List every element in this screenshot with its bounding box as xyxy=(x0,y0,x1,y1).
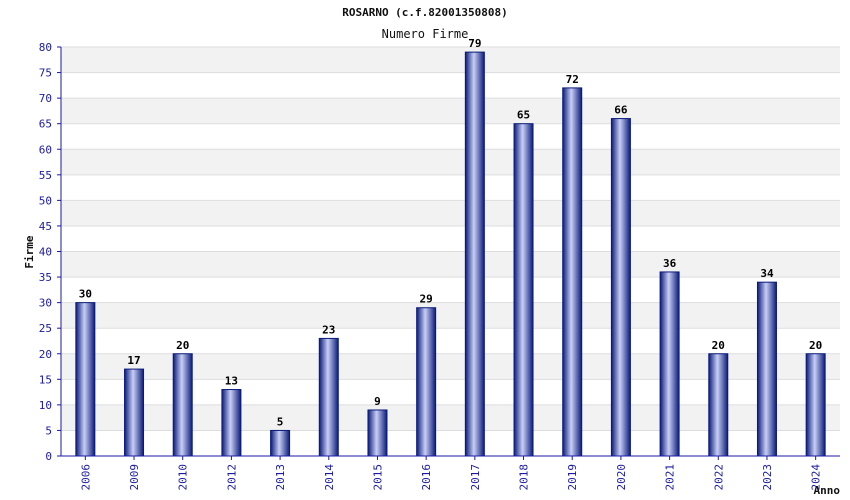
y-tick-label: 20 xyxy=(39,348,52,361)
x-tick-label-2012: 2012 xyxy=(225,464,238,491)
grid-band xyxy=(61,200,840,226)
bar-2024 xyxy=(805,353,826,457)
data-label-2014: 23 xyxy=(322,323,335,336)
y-tick-label: 45 xyxy=(39,220,52,233)
bar-2006 xyxy=(75,302,96,457)
bar-2023 xyxy=(756,281,777,457)
x-tick-label-2022: 2022 xyxy=(712,464,725,491)
y-tick-label: 70 xyxy=(39,92,52,105)
data-label-2009: 17 xyxy=(127,354,140,367)
data-label-2019: 72 xyxy=(566,73,579,86)
x-tick-label-2015: 2015 xyxy=(371,464,384,491)
bar-2019 xyxy=(562,87,583,457)
data-label-2015: 9 xyxy=(374,395,381,408)
x-tick-label-2020: 2020 xyxy=(615,464,628,491)
y-tick-label: 15 xyxy=(39,373,52,386)
y-tick-label: 40 xyxy=(39,246,52,259)
y-tick-label: 50 xyxy=(39,194,52,207)
x-tick-label-2023: 2023 xyxy=(761,464,774,491)
data-label-2017: 79 xyxy=(468,37,481,50)
grid-band xyxy=(61,98,840,124)
y-tick-label: 0 xyxy=(45,450,52,463)
bars xyxy=(75,51,826,457)
data-label-2010: 20 xyxy=(176,339,189,352)
bar-2018 xyxy=(513,123,534,457)
grid-band xyxy=(61,302,840,329)
y-tick-label: 65 xyxy=(39,118,52,131)
x-tick-label-2024: 2024 xyxy=(810,464,823,491)
y-axis-label: Firme xyxy=(23,235,36,268)
x-tick-label-2013: 2013 xyxy=(274,464,287,491)
x-tick-label-2018: 2018 xyxy=(518,464,531,491)
x-tick-label-2019: 2019 xyxy=(566,464,579,491)
bar-2010 xyxy=(172,353,193,457)
bar-2022 xyxy=(708,353,729,457)
x-tick-label-2009: 2009 xyxy=(128,464,141,491)
chart-title: ROSARNO (c.f.82001350808) xyxy=(342,6,508,19)
data-label-2016: 29 xyxy=(420,293,433,306)
data-label-2018: 65 xyxy=(517,109,530,122)
x-tick-label-2006: 2006 xyxy=(79,464,92,491)
data-label-2024: 20 xyxy=(809,339,822,352)
bar-2021 xyxy=(659,271,680,457)
data-label-2013: 5 xyxy=(277,415,284,428)
x-axis-label: Anno xyxy=(814,484,841,497)
y-tick-label: 30 xyxy=(39,297,52,310)
data-label-2006: 30 xyxy=(79,288,92,301)
bar-2012 xyxy=(221,389,242,457)
y-tick-label: 5 xyxy=(45,424,52,437)
y-tick-label: 75 xyxy=(39,67,52,80)
data-label-2022: 20 xyxy=(712,339,725,352)
y-tick-label: 35 xyxy=(39,271,52,284)
bar-2016 xyxy=(416,307,437,457)
y-tick-label: 80 xyxy=(39,41,52,54)
data-label-2020: 66 xyxy=(614,104,628,117)
x-axis-ticks: 2006 2009 2010 2012 2013 2014 2015 2016 2017 2018… xyxy=(79,456,823,491)
data-label-2023: 34 xyxy=(760,267,774,280)
grid-band xyxy=(61,251,840,278)
data-labels: 30 17 20 13 5 23 9 29 79 65 72 66 36 20 34 20 xyxy=(79,37,823,428)
x-tick-label-2021: 2021 xyxy=(664,464,677,491)
grid-band xyxy=(61,47,840,73)
x-tick-label-2014: 2014 xyxy=(323,464,336,491)
y-tick-label: 25 xyxy=(39,322,52,335)
bar-2014 xyxy=(318,337,339,457)
data-label-2021: 36 xyxy=(663,257,677,270)
y-tick-label: 10 xyxy=(39,399,52,412)
x-tick-label-2017: 2017 xyxy=(469,464,482,491)
x-tick-label-2010: 2010 xyxy=(177,464,190,491)
bar-2020 xyxy=(610,118,631,457)
data-label-2012: 13 xyxy=(225,375,238,388)
bar-2009 xyxy=(124,368,145,457)
y-axis-ticks: 0 5 10 15 20 25 30 35 40 45 50 55 60 65 70 75 80 xyxy=(39,41,61,463)
chart-subtitle: Numero Firme xyxy=(382,27,469,41)
bar-2013 xyxy=(270,429,291,457)
grid-band xyxy=(61,149,840,175)
y-tick-label: 55 xyxy=(39,169,52,182)
x-tick-label-2016: 2016 xyxy=(420,464,433,491)
y-tick-label: 60 xyxy=(39,143,52,156)
bar-2015 xyxy=(367,409,388,457)
bar-2017 xyxy=(464,51,485,457)
